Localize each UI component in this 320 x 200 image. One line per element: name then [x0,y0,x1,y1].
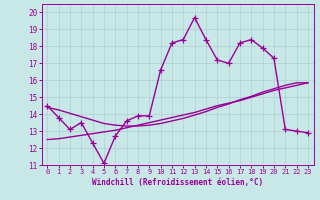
X-axis label: Windchill (Refroidissement éolien,°C): Windchill (Refroidissement éolien,°C) [92,178,263,187]
